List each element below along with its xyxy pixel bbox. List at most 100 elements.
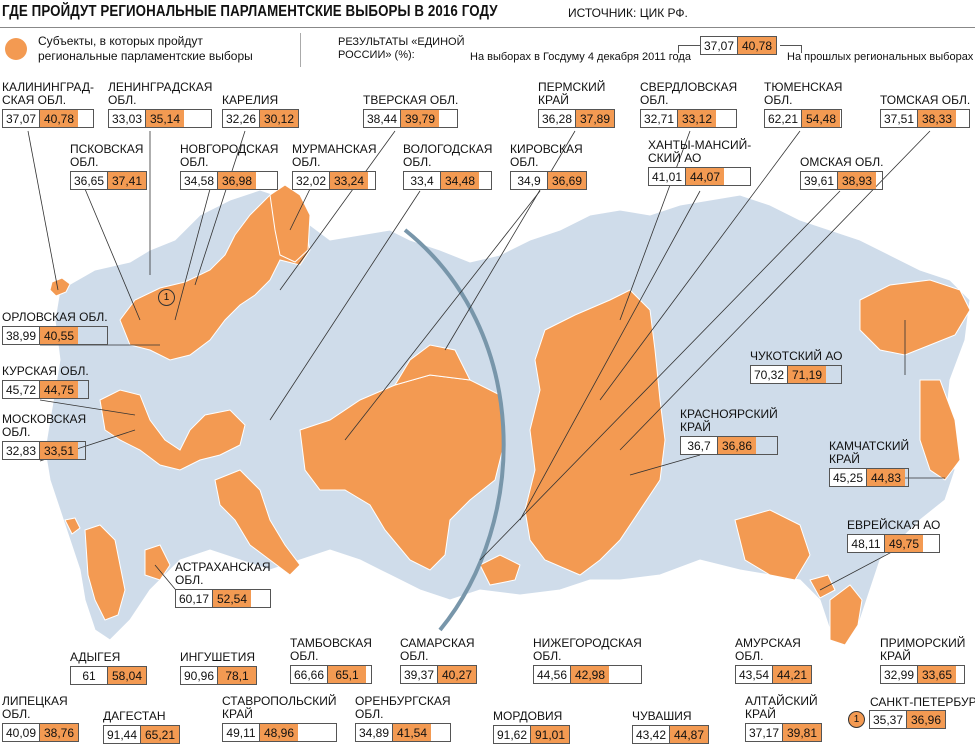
region-leningrad: ЛЕНИНГРАДСКАЯ ОБЛ. 33,03 35,14: [108, 81, 213, 128]
legend-results-label: РЕЗУЛЬТАТЫ «ЕДИНОЙ РОССИИ» (%):: [338, 36, 465, 61]
result-2011: 32,26: [223, 110, 259, 127]
legend-2011-label: На выборах в Госдуму 4 декабря 2011 года: [470, 51, 691, 63]
result-box: 44,56 42,98: [533, 665, 642, 684]
region-name: ОРЕНБУРГСКАЯ ОБЛ.: [355, 694, 451, 721]
region-name: СТАВРОПОЛЬСКИЙ КРАЙ: [222, 694, 337, 721]
leader-lines: [27, 130, 945, 596]
result-box: 66,66 65,1: [290, 665, 372, 684]
result-prev: 35,14: [145, 110, 184, 127]
caucasus-shape: [84, 524, 126, 621]
region-name: АДЫГЕЯ: [70, 650, 121, 664]
result-box: 45,72 44,75: [2, 380, 89, 399]
murmansk-shape: [269, 184, 311, 263]
result-prev: 44,07: [685, 168, 724, 185]
adygea-shape: [64, 517, 81, 535]
result-prev: 37,41: [107, 172, 146, 189]
result-2011: 66,66: [291, 666, 327, 683]
result-2011: 37,17: [746, 724, 782, 741]
result-box: 37,17 39,81: [745, 723, 822, 742]
region-name: ИНГУШЕТИЯ: [180, 650, 256, 664]
result-2011: 38,99: [3, 327, 39, 344]
result-prev: 65,1: [327, 666, 366, 683]
divider-arc: [403, 228, 506, 632]
region-name: ОМСКАЯ ОБЛ.: [800, 155, 884, 169]
result-prev: 40,55: [39, 327, 78, 344]
result-2011: 32,02: [293, 172, 329, 189]
result-2011: 36,7: [681, 437, 717, 454]
result-2011: 62,21: [765, 110, 801, 127]
spb-marker: 1: [848, 711, 865, 728]
result-2011: 33,03: [109, 110, 145, 127]
region-name: ПРИМОРСКИЙ КРАЙ: [880, 636, 966, 663]
region-name: МУРМАНСКАЯ ОБЛ.: [292, 142, 377, 169]
region-name: ПСКОВСКАЯ ОБЛ.: [70, 142, 144, 169]
legend-example-2011: 37,07: [701, 37, 737, 54]
result-2011: 41,01: [649, 168, 685, 185]
result-prev: 39,79: [400, 110, 439, 127]
result-prev: 41,54: [392, 724, 431, 741]
result-prev: 42,98: [570, 666, 609, 683]
region-astrakhan: АСТРАХАНСКАЯ ОБЛ. 60,17 52,54: [175, 561, 271, 608]
result-box: 32,99 33,65: [880, 665, 966, 684]
kaliningrad-shape: [49, 277, 71, 297]
result-prev: 65,21: [140, 726, 179, 743]
result-prev: 58,04: [107, 667, 146, 684]
legend-connector: [678, 45, 679, 53]
legend-connector: [678, 45, 700, 46]
result-box: 34,89 41,54: [355, 723, 451, 742]
region-lipetsk: ЛИПЕЦКАЯ ОБЛ. 40,09 38,76: [2, 695, 79, 742]
siberia-shape: [524, 289, 666, 576]
region-jewish_ao: ЕВРЕЙСКАЯ АО 48,11 49,75: [847, 519, 941, 553]
region-mordovia: МОРДОВИЯ 91,62 91,01: [493, 710, 570, 744]
region-tomsk: ТОМСКАЯ ОБЛ. 37,51 38,33: [880, 94, 971, 128]
result-box: 34,9 36,69: [510, 171, 587, 190]
result-box: 60,17 52,54: [175, 589, 271, 608]
region-karelia: КАРЕЛИЯ 32,26 30,12: [222, 94, 299, 128]
legend-example-prev: 40,78: [737, 37, 776, 54]
result-box: 41,01 44,07: [648, 167, 752, 186]
region-kirov: КИРОВСКАЯ ОБЛ. 34,9 36,69: [510, 143, 587, 190]
result-prev: 71,19: [787, 366, 826, 383]
region-name: КАРЕЛИЯ: [222, 93, 279, 107]
result-2011: 91,62: [494, 726, 530, 743]
result-2011: 40,09: [3, 724, 39, 741]
region-amur: АМУРСКАЯ ОБЛ. 43,54 44,21: [735, 637, 812, 684]
region-name: ПЕРМСКИЙ КРАЙ: [538, 80, 606, 107]
result-box: 33,4 34,48: [403, 171, 493, 190]
result-prev: 36,96: [906, 711, 945, 728]
result-prev: 34,48: [440, 172, 479, 189]
result-box: 70,32 71,19: [750, 365, 843, 384]
astrakhan-shape: [144, 544, 171, 581]
result-prev: 40,27: [437, 666, 476, 683]
region-name: АЛТАЙСКИЙ КРАЙ: [745, 694, 818, 721]
result-2011: 49,11: [223, 724, 259, 741]
result-box: 32,26 30,12: [222, 109, 299, 128]
result-box: 36,65 37,41: [70, 171, 147, 190]
region-novgorod: НОВГОРОДСКАЯ ОБЛ. 34,58 36,98: [180, 143, 279, 190]
result-box: 32,02 33,24: [292, 171, 377, 190]
region-name: ТАМБОВСКАЯ ОБЛ.: [290, 636, 372, 663]
result-prev: 44,21: [772, 666, 811, 683]
region-adygea: АДЫГЕЯ 61 58,04: [70, 651, 147, 685]
result-box: 91,44 65,21: [103, 725, 180, 744]
region-orenburg: ОРЕНБУРГСКАЯ ОБЛ. 34,89 41,54: [355, 695, 451, 742]
result-2011: 34,89: [356, 724, 392, 741]
region-name: ДАГЕСТАН: [103, 709, 166, 723]
result-prev: 52,54: [212, 590, 251, 607]
jewish-ao-shape: [809, 574, 836, 599]
region-name: КАЛИНИНГРАД- СКАЯ ОБЛ.: [2, 80, 94, 107]
result-prev: 39,81: [782, 724, 821, 741]
region-tambov: ТАМБОВСКАЯ ОБЛ. 66,66 65,1: [290, 637, 372, 684]
region-vologda: ВОЛОГОДСКАЯ ОБЛ. 33,4 34,48: [403, 142, 493, 190]
region-altai: АЛТАЙСКИЙ КРАЙ 37,17 39,81: [745, 695, 822, 742]
result-prev: 40,78: [39, 110, 78, 127]
result-prev: 48,96: [259, 724, 298, 741]
region-name: ВОЛОГОДСКАЯ ОБЛ.: [403, 142, 493, 169]
legend-connector: [780, 45, 802, 46]
result-prev: 30,12: [259, 110, 298, 127]
region-name: ЛИПЕЦКАЯ ОБЛ.: [2, 694, 68, 721]
region-primorye: ПРИМОРСКИЙ КРАЙ 32,99 33,65: [880, 636, 966, 684]
result-prev: 36,98: [217, 172, 256, 189]
result-box: 37,07 40,78: [2, 109, 94, 128]
legend-divider: [300, 33, 301, 67]
